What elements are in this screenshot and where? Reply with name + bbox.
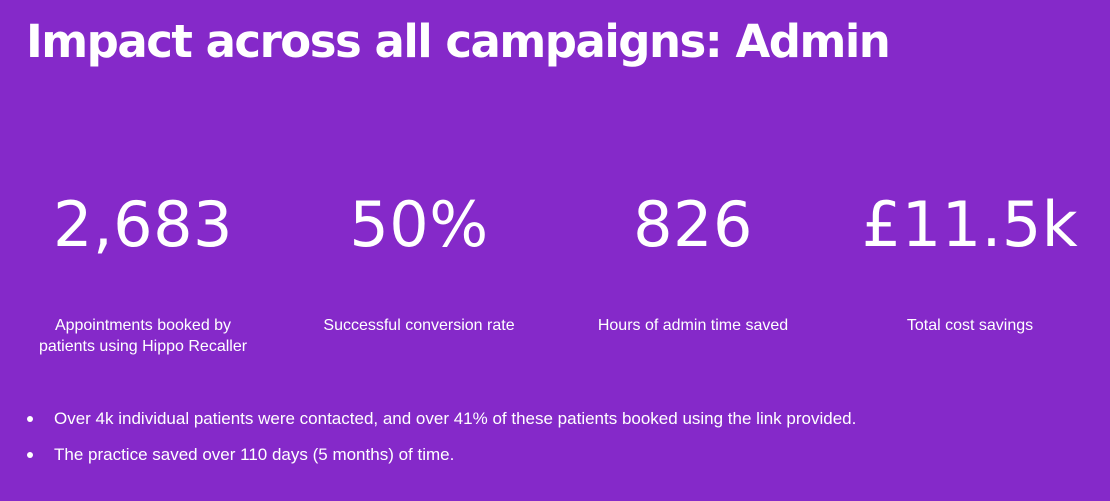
stat-cost-savings: £11.5k Total cost savings — [830, 188, 1110, 336]
stats-row: 2,683 Appointments booked by patients us… — [0, 188, 1110, 368]
summary-bullet: Over 4k individual patients were contact… — [24, 408, 856, 429]
summary-bullet-text: The practice saved over 110 days (5 mont… — [54, 445, 455, 464]
stat-value: £11.5k — [861, 188, 1079, 261]
summary-bullet-list: Over 4k individual patients were contact… — [24, 408, 856, 480]
stat-label: Hours of admin time saved — [597, 317, 789, 334]
stat-label: Successful conversion rate — [323, 317, 515, 334]
page-title: Impact across all campaigns: Admin — [26, 15, 891, 68]
summary-bullet-text: Over 4k individual patients were contact… — [54, 409, 857, 428]
bullet-dot-icon — [27, 452, 33, 458]
bullet-dot-icon — [27, 416, 33, 422]
stat-value: 50% — [349, 188, 489, 261]
stat-appointments-booked: 2,683 Appointments booked by patients us… — [3, 188, 283, 357]
stat-conversion-rate: 50% Successful conversion rate — [279, 188, 559, 336]
stat-label: Appointments booked by patients using Hi… — [38, 317, 248, 355]
summary-bullet: The practice saved over 110 days (5 mont… — [24, 444, 856, 465]
stat-value: 826 — [633, 188, 753, 261]
stat-value: 2,683 — [53, 188, 233, 261]
stat-label: Total cost savings — [906, 317, 1034, 334]
stat-hours-saved: 826 Hours of admin time saved — [553, 188, 833, 336]
